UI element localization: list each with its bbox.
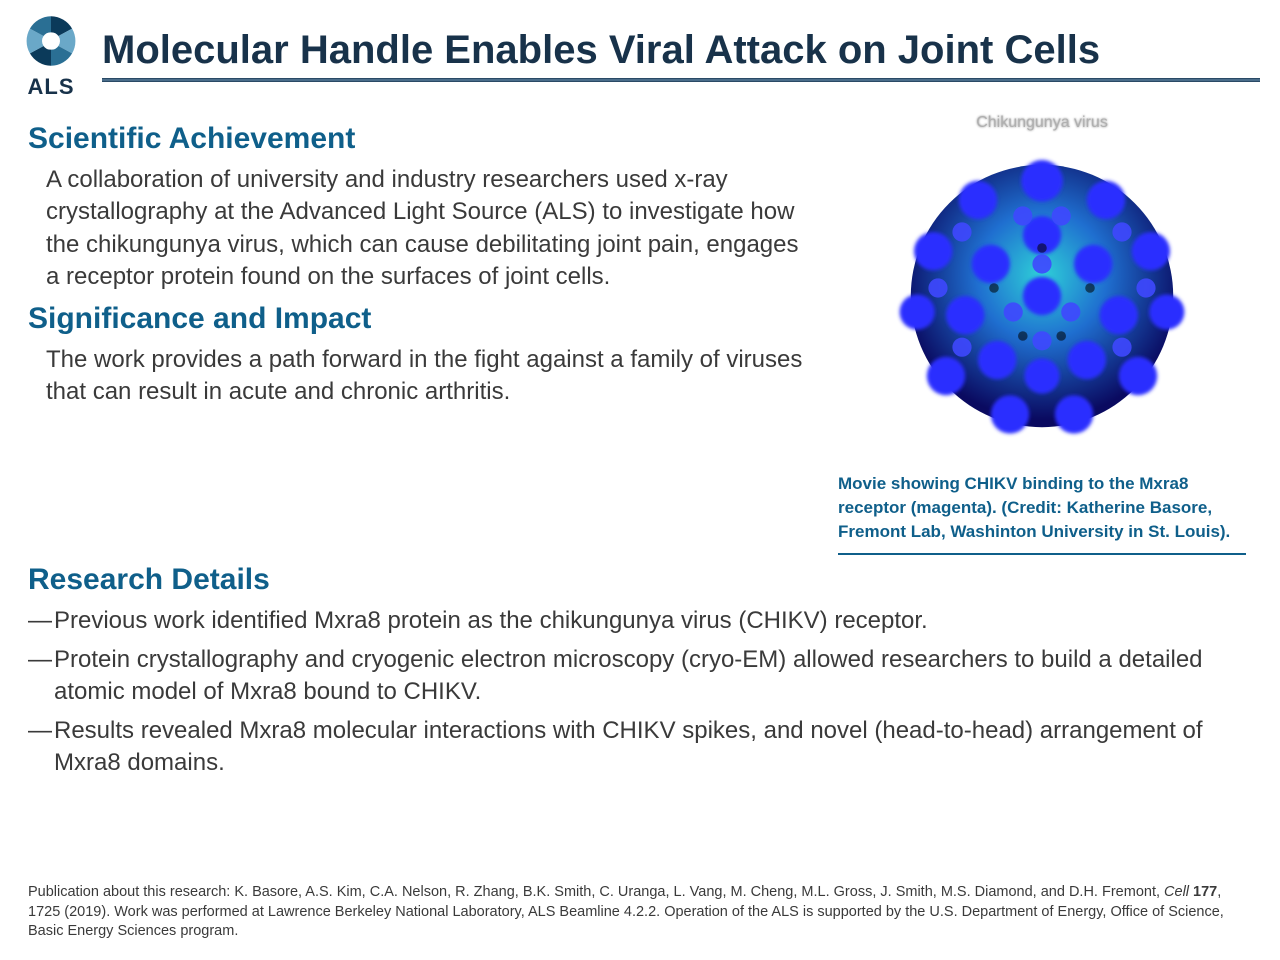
page-title: Molecular Handle Enables Viral Attack on… — [102, 28, 1260, 72]
footer-volume: 177 — [1193, 884, 1217, 900]
footer-prefix: Publication about this research: K. Baso… — [28, 884, 1164, 900]
title-rule — [102, 78, 1260, 82]
details-heading: Research Details — [28, 563, 1252, 597]
aperture-icon — [20, 10, 82, 72]
logo-block: ALS — [20, 10, 82, 100]
figure-caption: Movie showing CHIKV binding to the Mxra8… — [838, 472, 1246, 543]
figure-label: Chikungunya virus — [832, 114, 1252, 132]
content-row: Scientific Achievement A collaboration o… — [0, 100, 1280, 555]
list-item: Protein crystallography and cryogenic el… — [28, 644, 1252, 709]
footer-journal: Cell — [1164, 884, 1189, 900]
right-column: Chikungunya virus — [832, 114, 1252, 555]
list-item: Results revealed Mxra8 molecular interac… — [28, 715, 1252, 780]
footer-citation: Publication about this research: K. Baso… — [28, 883, 1252, 942]
virus-icon — [882, 136, 1202, 456]
logo-text: ALS — [28, 74, 75, 100]
title-block: Molecular Handle Enables Viral Attack on… — [102, 28, 1260, 82]
achievement-heading: Scientific Achievement — [28, 122, 812, 156]
significance-body: The work provides a path forward in the … — [28, 344, 812, 409]
header: ALS Molecular Handle Enables Viral Attac… — [0, 0, 1280, 100]
left-column: Scientific Achievement A collaboration o… — [28, 114, 812, 555]
details-list: Previous work identified Mxra8 protein a… — [28, 605, 1252, 779]
significance-heading: Significance and Impact — [28, 302, 812, 336]
achievement-body: A collaboration of university and indust… — [28, 164, 812, 294]
details-section: Research Details Previous work identifie… — [0, 563, 1280, 779]
list-item: Previous work identified Mxra8 protein a… — [28, 605, 1252, 637]
figure: Chikungunya virus — [832, 114, 1252, 555]
caption-rule — [838, 553, 1246, 555]
